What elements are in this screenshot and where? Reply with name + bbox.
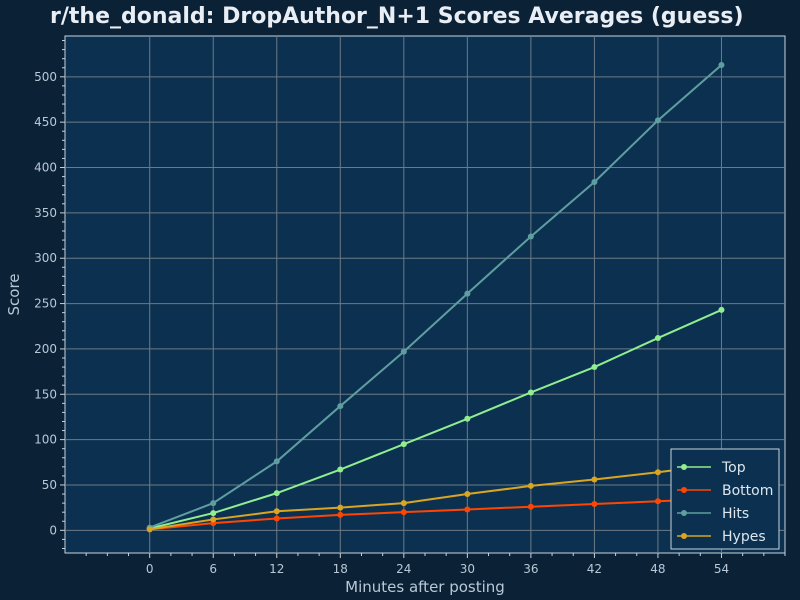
y-tick-label: 200 xyxy=(34,342,57,356)
x-tick-label: 54 xyxy=(714,562,729,576)
legend-marker-top xyxy=(681,464,687,470)
data-point-hits xyxy=(464,290,471,297)
y-tick-label: 100 xyxy=(34,433,57,447)
data-point-bottom xyxy=(464,506,471,513)
data-point-hypes xyxy=(400,500,407,507)
x-tick-label: 18 xyxy=(333,562,348,576)
y-tick-label: 400 xyxy=(34,161,57,175)
x-tick-label: 6 xyxy=(209,562,217,576)
y-tick-label: 300 xyxy=(34,251,57,265)
data-point-top xyxy=(654,335,661,342)
data-point-hits xyxy=(210,500,217,507)
data-point-hypes xyxy=(210,516,217,523)
data-point-top xyxy=(464,415,471,422)
data-point-hypes xyxy=(591,476,598,483)
series-line-hypes xyxy=(149,463,722,531)
data-point-hits xyxy=(527,233,534,240)
chart-title: r/the_donald: DropAuthor_N+1 Scores Aver… xyxy=(50,4,744,29)
x-tick-label: 12 xyxy=(269,562,284,576)
data-point-bottom xyxy=(273,515,280,522)
data-point-top xyxy=(718,306,725,313)
series-lines xyxy=(149,64,723,531)
x-axis-label: Minutes after posting xyxy=(345,578,505,596)
axes: 0 6 12 18 24 30 36 42 48 54 0 50 100 150 200 250 300 350 4… xyxy=(34,40,786,576)
series-line-bottom xyxy=(149,497,722,531)
x-tick-label: 42 xyxy=(587,562,602,576)
series-line-hits xyxy=(149,64,723,529)
data-point-bottom xyxy=(591,501,598,508)
legend-label-hits: Hits xyxy=(722,506,749,522)
x-tick-label: 36 xyxy=(523,562,538,576)
data-point-top xyxy=(400,441,407,448)
x-tick-label: 24 xyxy=(396,562,411,576)
series-line-top xyxy=(149,309,722,530)
legend-label-bottom: Bottom xyxy=(722,483,773,499)
legend-marker-hypes xyxy=(681,533,687,539)
data-point-top xyxy=(273,490,280,497)
data-point-hypes xyxy=(273,508,280,515)
legend-label-hypes: Hypes xyxy=(722,529,766,545)
data-point-hypes xyxy=(337,504,344,511)
x-tick-label: 0 xyxy=(146,562,154,576)
data-point-hits xyxy=(654,117,661,124)
data-point-hits xyxy=(337,403,344,410)
data-point-hits xyxy=(273,458,280,465)
data-point-bottom xyxy=(654,498,661,505)
data-point-top xyxy=(591,364,598,371)
data-point-hits xyxy=(400,348,407,355)
legend-marker-hits xyxy=(681,510,687,516)
data-point-hits xyxy=(591,179,598,186)
legend-marker-bottom xyxy=(681,487,687,493)
data-point-top xyxy=(210,510,217,517)
legend: Top Bottom Hits Hypes xyxy=(670,448,780,550)
data-point-top xyxy=(527,389,534,396)
y-tick-label: 250 xyxy=(34,297,57,311)
data-point-hypes xyxy=(654,469,661,476)
y-tick-label: 50 xyxy=(42,478,57,492)
y-tick-label: 350 xyxy=(34,206,57,220)
y-tick-label: 500 xyxy=(34,70,57,84)
y-axis-label: Score xyxy=(5,273,23,315)
y-tick-label: 0 xyxy=(49,523,57,537)
data-point-hypes xyxy=(464,491,471,498)
y-tick-label: 450 xyxy=(34,115,57,129)
legend-box xyxy=(670,448,780,550)
data-point-hits xyxy=(718,62,725,69)
data-point-bottom xyxy=(337,511,344,518)
legend-label-top: Top xyxy=(721,460,746,476)
data-point-bottom xyxy=(400,509,407,516)
data-point-hypes xyxy=(146,526,153,533)
data-point-top xyxy=(337,466,344,473)
y-tick-label: 150 xyxy=(34,387,57,401)
x-tick-label: 30 xyxy=(460,562,475,576)
data-point-bottom xyxy=(527,503,534,510)
x-tick-label: 48 xyxy=(650,562,665,576)
data-point-hypes xyxy=(527,482,534,489)
